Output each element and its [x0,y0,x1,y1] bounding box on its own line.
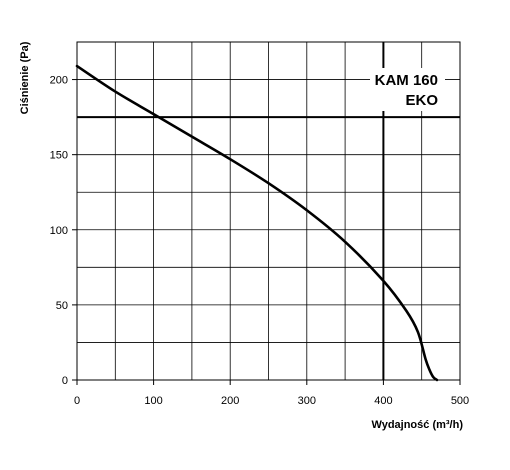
y-tick-label: 50 [56,300,68,312]
y-axis-title: Ciśnienie (Pa) [19,41,31,114]
model-label-line1: KAM 160 [375,72,438,89]
y-tick-label: 100 [50,225,68,237]
y-tick-label: 0 [62,375,68,387]
tick-labels: 0 50 100 150 200 0 100 200 300 400 500 [50,75,470,407]
series-layer [75,64,439,382]
y-tick-label: 200 [50,75,68,87]
x-tick-label: 300 [298,395,316,407]
x-tick-label: 100 [144,395,162,407]
plot-frame [76,41,461,381]
x-axis-title: Wydajność (m³/h) [372,419,464,431]
series-line [75,64,439,382]
x-tick-label: 500 [451,395,469,407]
reference-lines [77,42,460,380]
x-tick-label: 200 [221,395,239,407]
x-tick-label: 400 [374,395,392,407]
model-label-line2: EKO [405,92,438,109]
x-tick-label: 0 [74,395,80,407]
model-label-background [370,68,445,111]
y-tick-label: 150 [50,150,68,162]
